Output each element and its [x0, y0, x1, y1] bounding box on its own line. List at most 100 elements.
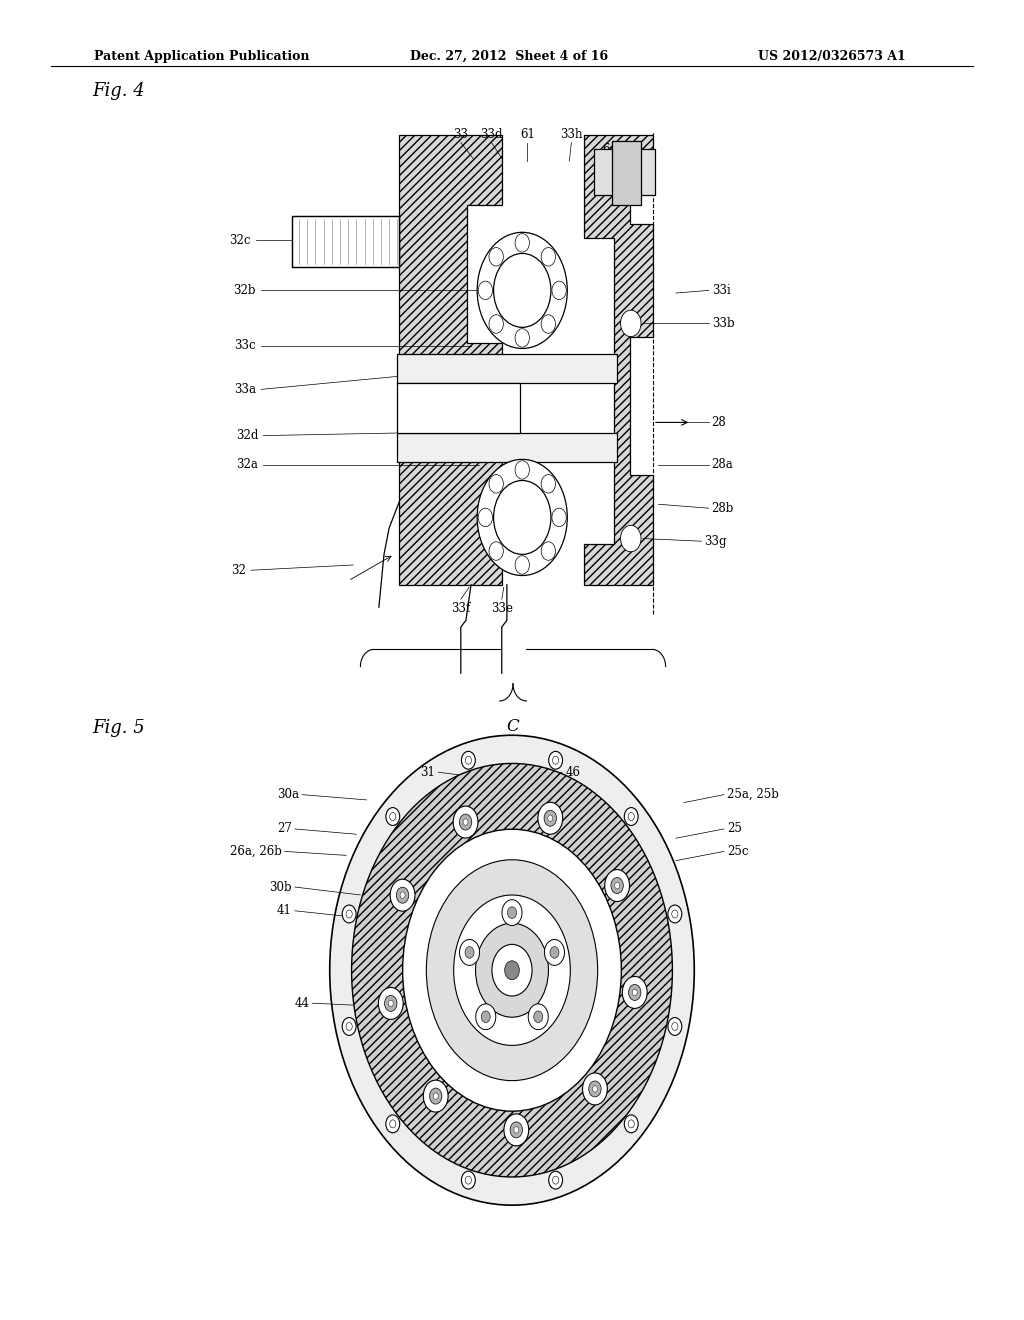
Circle shape: [541, 248, 555, 267]
Circle shape: [429, 1088, 442, 1104]
Text: 33c: 33c: [234, 339, 256, 352]
Circle shape: [510, 1122, 522, 1138]
Circle shape: [548, 814, 553, 821]
Circle shape: [386, 1115, 399, 1133]
Circle shape: [538, 803, 563, 834]
Circle shape: [463, 818, 468, 825]
Text: 25: 25: [727, 822, 742, 836]
Circle shape: [475, 923, 549, 1018]
Text: 32b: 32b: [233, 284, 256, 297]
Text: 25a, 25b: 25a, 25b: [727, 788, 779, 801]
Text: 31: 31: [420, 766, 435, 779]
Circle shape: [330, 735, 694, 1205]
Text: 33d: 33d: [480, 128, 503, 141]
Circle shape: [433, 1093, 438, 1100]
Text: C: C: [507, 718, 519, 735]
Text: US 2012/0326573 A1: US 2012/0326573 A1: [758, 50, 905, 63]
Text: Fig. 5: Fig. 5: [92, 719, 145, 738]
Circle shape: [351, 763, 673, 1177]
Circle shape: [614, 882, 620, 888]
Polygon shape: [584, 135, 653, 585]
FancyBboxPatch shape: [292, 216, 399, 267]
FancyBboxPatch shape: [397, 383, 520, 433]
Circle shape: [541, 314, 555, 333]
Text: 32d: 32d: [236, 429, 258, 442]
Circle shape: [505, 961, 519, 979]
FancyBboxPatch shape: [594, 149, 655, 195]
Polygon shape: [399, 135, 502, 585]
FancyBboxPatch shape: [397, 354, 617, 383]
Circle shape: [494, 253, 551, 327]
Circle shape: [385, 995, 397, 1011]
Circle shape: [549, 1171, 562, 1189]
Circle shape: [550, 946, 559, 958]
Circle shape: [593, 1086, 597, 1092]
Circle shape: [386, 808, 399, 825]
Circle shape: [489, 314, 504, 333]
Text: 30a: 30a: [278, 788, 299, 801]
Circle shape: [605, 870, 630, 902]
Circle shape: [534, 1011, 543, 1023]
Circle shape: [552, 281, 566, 300]
Text: 28b: 28b: [712, 502, 734, 515]
Circle shape: [504, 1114, 528, 1146]
Circle shape: [544, 810, 556, 826]
Text: 26a, 26b: 26a, 26b: [229, 845, 282, 858]
Text: 33: 33: [454, 128, 468, 141]
Text: 41: 41: [276, 904, 292, 917]
Circle shape: [460, 940, 479, 965]
Circle shape: [396, 887, 409, 903]
Text: 33g: 33g: [705, 535, 727, 548]
Text: 44: 44: [294, 997, 309, 1010]
Circle shape: [611, 878, 624, 894]
Text: 32: 32: [230, 564, 246, 577]
Circle shape: [621, 525, 641, 552]
Text: 30b: 30b: [269, 880, 292, 894]
Circle shape: [462, 1171, 475, 1189]
Text: 32c: 32c: [229, 234, 251, 247]
Circle shape: [549, 751, 562, 770]
Text: 33h: 33h: [560, 128, 583, 141]
Text: 33f: 33f: [452, 602, 470, 615]
Circle shape: [423, 1080, 449, 1111]
Circle shape: [494, 480, 551, 554]
Text: Dec. 27, 2012  Sheet 4 of 16: Dec. 27, 2012 Sheet 4 of 16: [410, 50, 607, 63]
Circle shape: [621, 310, 641, 337]
Circle shape: [508, 907, 516, 919]
Circle shape: [502, 900, 522, 925]
Text: 61: 61: [520, 128, 535, 141]
Circle shape: [541, 541, 555, 560]
Circle shape: [489, 541, 504, 560]
Text: 33a: 33a: [234, 383, 256, 396]
Circle shape: [478, 281, 493, 300]
Circle shape: [541, 475, 555, 494]
Circle shape: [426, 859, 598, 1081]
Circle shape: [342, 906, 356, 923]
Circle shape: [390, 879, 415, 911]
Circle shape: [454, 807, 478, 838]
Circle shape: [515, 556, 529, 574]
Circle shape: [625, 1115, 638, 1133]
Circle shape: [514, 1127, 519, 1133]
Circle shape: [481, 1011, 490, 1023]
Text: 46: 46: [565, 766, 581, 779]
Circle shape: [342, 1018, 356, 1035]
Circle shape: [477, 232, 567, 348]
Text: 28a: 28a: [712, 458, 733, 471]
Text: 27: 27: [276, 822, 292, 836]
FancyBboxPatch shape: [397, 433, 617, 462]
Circle shape: [632, 989, 637, 995]
Circle shape: [625, 808, 638, 825]
Text: 32a: 32a: [237, 458, 258, 471]
Text: Patent Application Publication: Patent Application Publication: [94, 50, 309, 63]
FancyBboxPatch shape: [612, 141, 641, 205]
Circle shape: [583, 1073, 607, 1105]
Circle shape: [515, 329, 529, 347]
Circle shape: [515, 234, 529, 252]
Text: Fig. 4: Fig. 4: [92, 82, 145, 100]
Circle shape: [528, 1003, 548, 1030]
Circle shape: [400, 892, 406, 899]
Circle shape: [489, 475, 504, 494]
Circle shape: [668, 906, 682, 923]
Circle shape: [379, 987, 403, 1019]
